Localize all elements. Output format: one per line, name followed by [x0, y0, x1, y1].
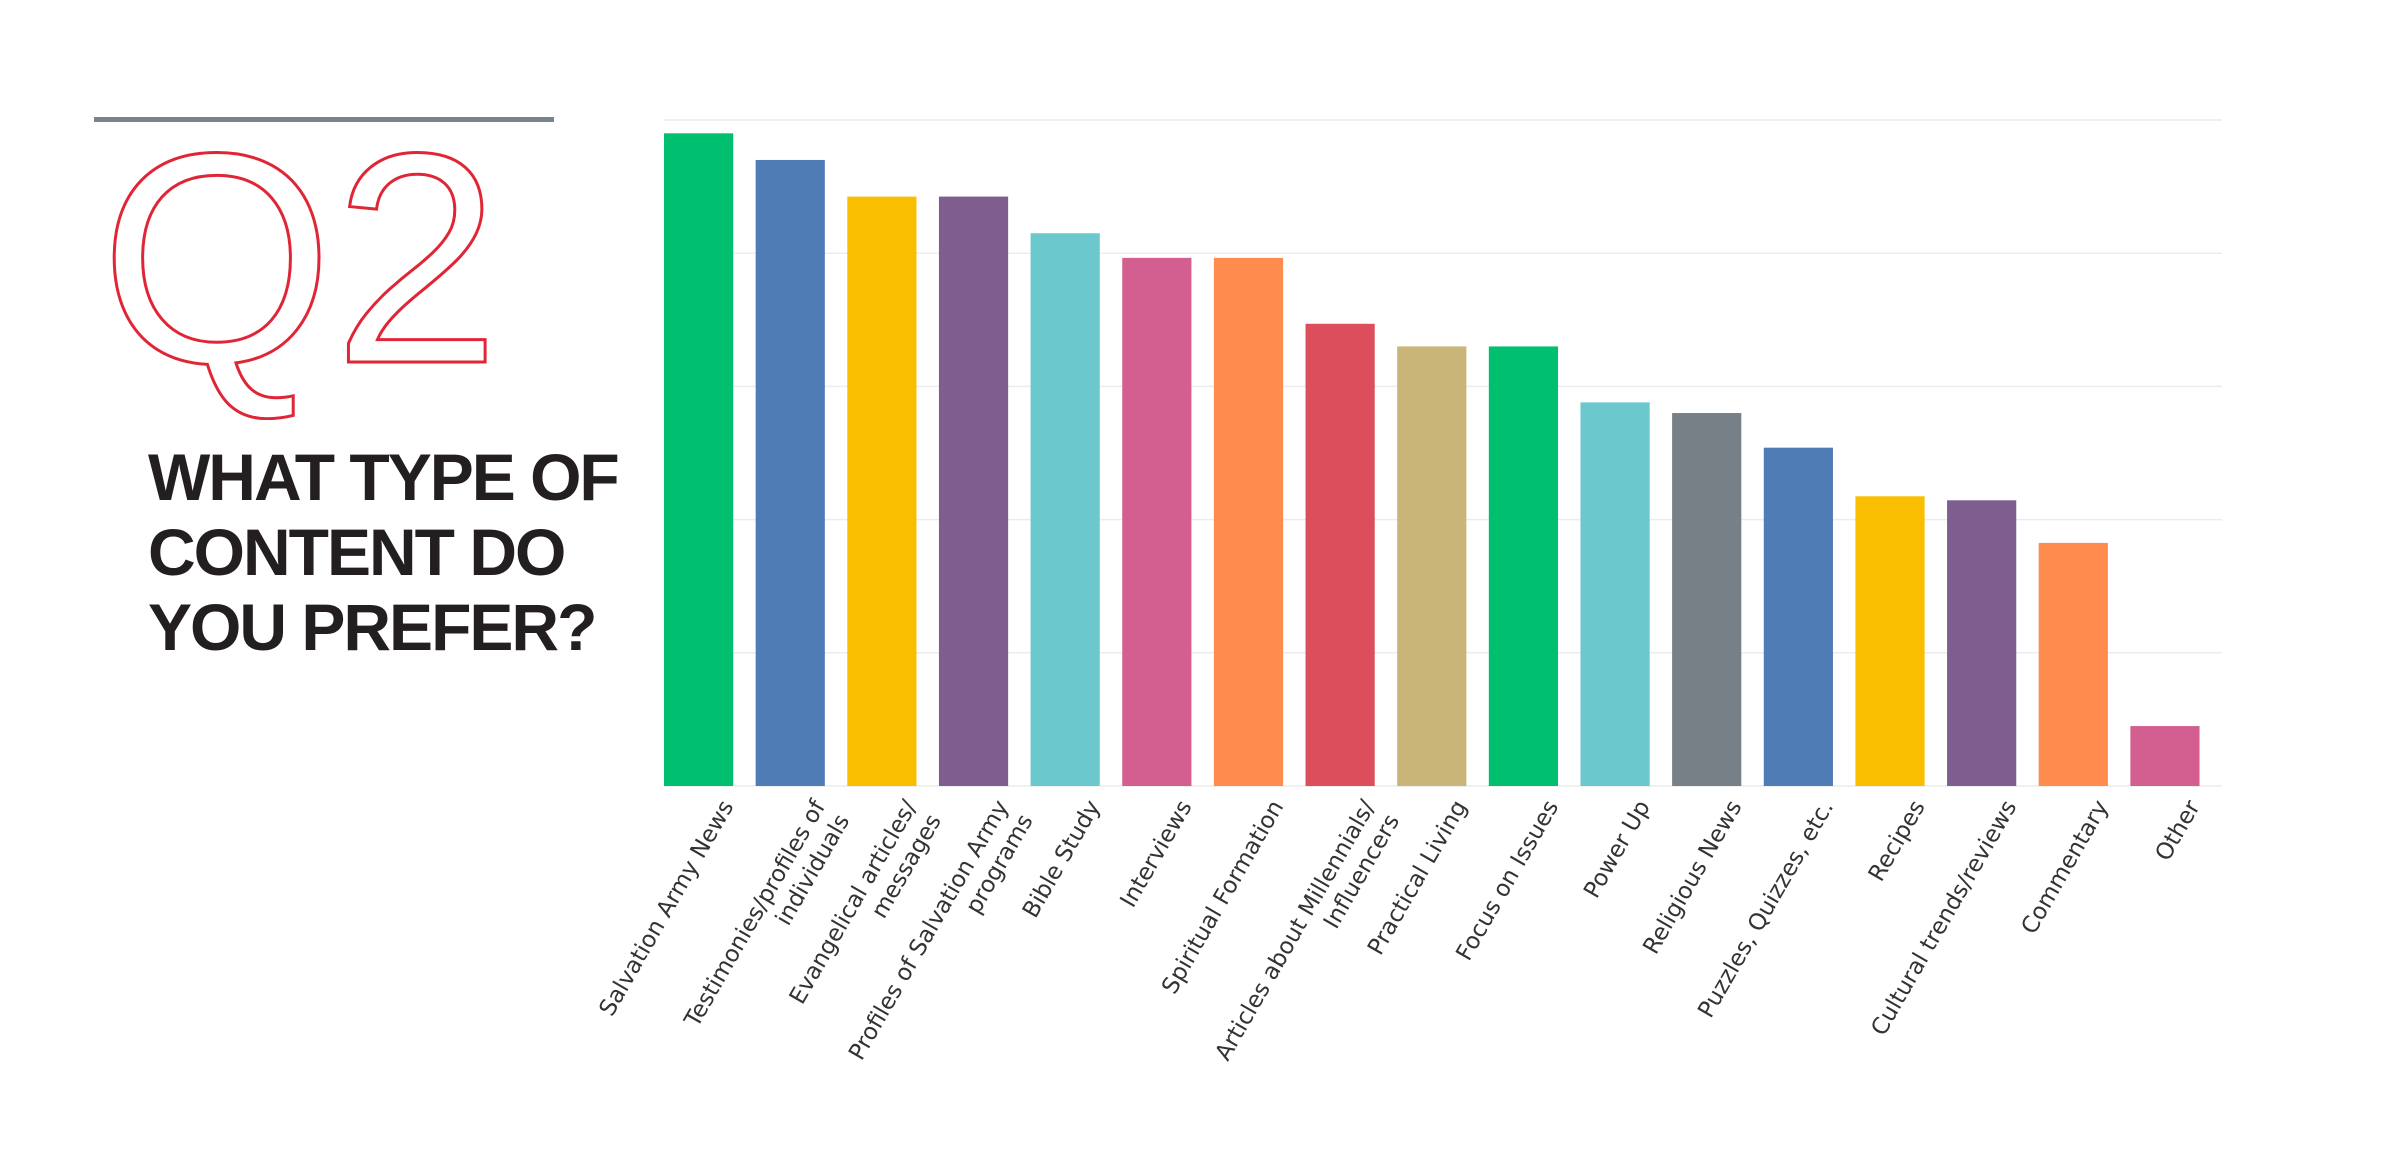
bar	[1305, 323, 1375, 786]
x-tick-label-line: Recipes	[1864, 796, 1931, 886]
bar	[755, 159, 825, 786]
x-tick-label: Recipes	[1864, 796, 1931, 886]
bar	[2130, 726, 2200, 786]
x-tick-label: Profiles of Salvation Armyprograms	[844, 796, 1038, 1079]
bar	[1763, 447, 1833, 786]
x-tick-label: Other	[2150, 796, 2205, 866]
x-tick-label-line: Religious News	[1638, 796, 1747, 959]
bar	[1488, 346, 1559, 786]
q2-badge-text: Q2	[100, 120, 500, 420]
bar	[1030, 233, 1100, 787]
question-heading: WHAT TYPE OF CONTENT DO YOU PREFER?	[148, 440, 620, 665]
bar	[847, 196, 917, 787]
bar	[1580, 402, 1650, 786]
question-line: CONTENT DO	[148, 515, 566, 589]
bar	[938, 196, 1009, 787]
x-tick-label-line: Focus on Issues	[1451, 796, 1564, 965]
x-tick-label: Commentary	[2017, 796, 2114, 939]
x-tick-label: Bible Study	[1018, 796, 1106, 922]
x-tick-label: Power Up	[1579, 796, 1656, 903]
bar	[1397, 346, 1467, 786]
bar	[1672, 413, 1742, 786]
x-tick-label-line: Interviews	[1116, 796, 1198, 912]
top-rule	[94, 117, 554, 122]
question-line: WHAT TYPE OF	[148, 440, 620, 514]
x-tick-label-line: Other	[2150, 796, 2205, 866]
bar	[664, 133, 734, 786]
x-tick-label-line: Articles about Millennials/	[1210, 796, 1380, 1065]
bar	[2038, 542, 2108, 786]
q2-badge: Q2	[100, 120, 502, 420]
x-tick-label-line: Power Up	[1579, 796, 1656, 903]
bar	[1213, 257, 1284, 786]
x-tick-label-line: Bible Study	[1018, 796, 1106, 922]
x-tick-label: Interviews	[1116, 796, 1198, 912]
bar	[1122, 257, 1192, 786]
bar	[1855, 496, 1925, 786]
bar	[1947, 500, 2017, 786]
x-tick-label: Religious News	[1638, 796, 1747, 959]
x-tick-label-line: Commentary	[2017, 796, 2114, 939]
question-line: YOU PREFER?	[148, 590, 597, 664]
x-tick-label: Focus on Issues	[1451, 796, 1564, 965]
